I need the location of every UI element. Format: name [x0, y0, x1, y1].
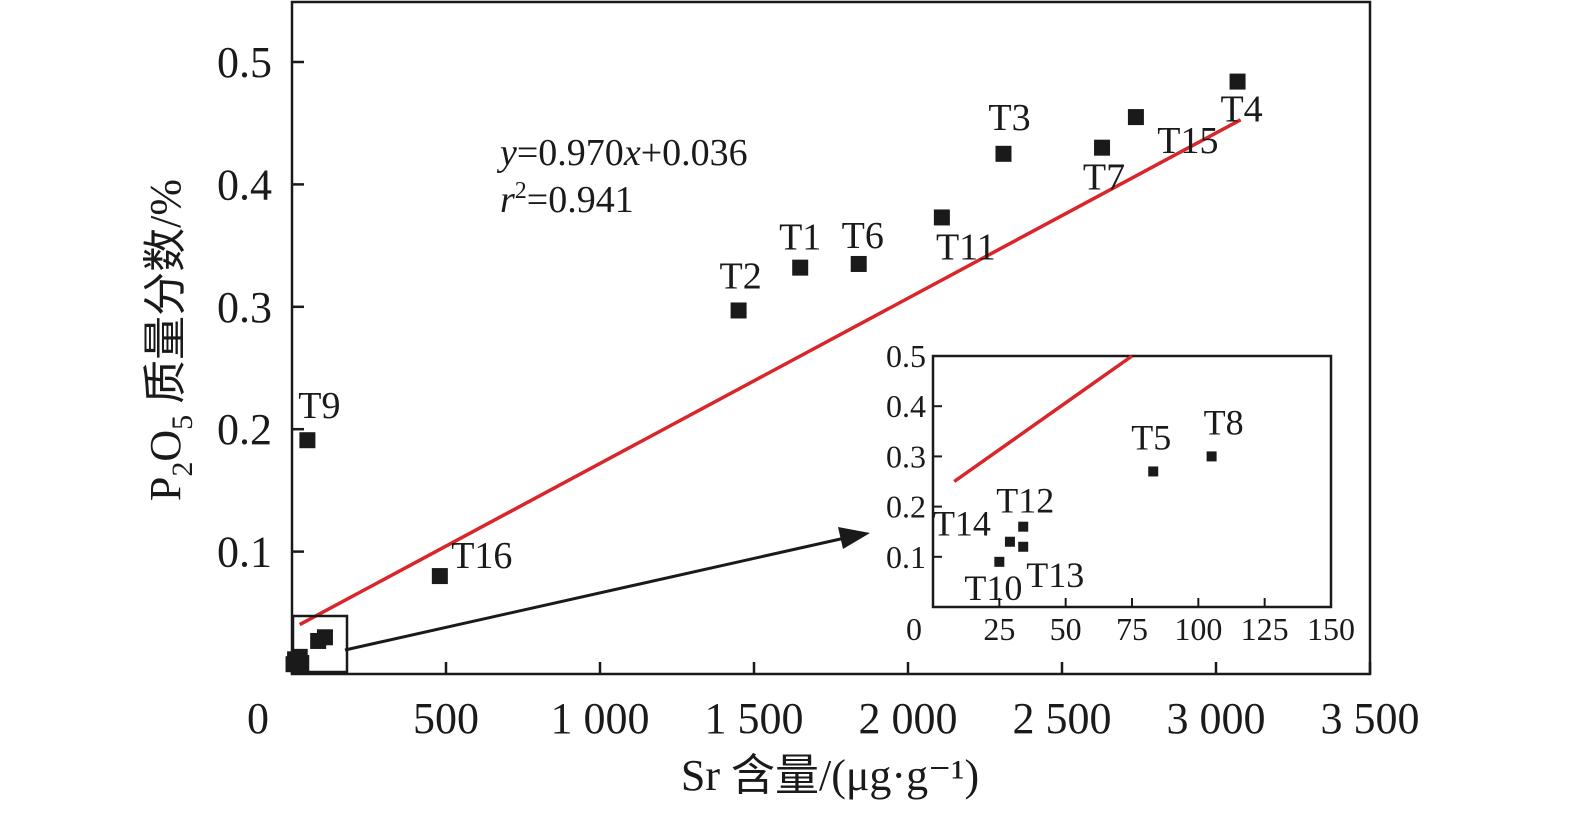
inset-label-t8: T8	[1204, 402, 1244, 442]
inset-regression-line	[953, 354, 1134, 483]
inset-x-tick-label: 25	[983, 611, 1015, 647]
inset-point-t14	[1004, 536, 1015, 547]
inset-label-t12: T12	[996, 481, 1054, 521]
x-axis-title: Sr 含量/(μg·g⁻¹)	[681, 751, 979, 800]
inset-label-t5: T5	[1131, 417, 1171, 457]
data-point-t11	[933, 209, 950, 226]
point-label-t15: T15	[1157, 120, 1218, 162]
zoom-arrow-line	[344, 536, 846, 652]
inset-label-t13: T13	[1026, 555, 1084, 595]
inset-point-t13	[1018, 541, 1029, 552]
data-point-t15	[1127, 109, 1144, 126]
inset-axis-ticks: 0 25 50 75 100 125 150 0.1 0.2 0.3 0.4 0.5	[886, 338, 1355, 647]
point-label-t4: T4	[1220, 89, 1262, 131]
inset-point-t12	[1018, 521, 1029, 532]
inset-data-points: T5 T8 T10 T12 T13 T14	[933, 402, 1244, 607]
inset-x-tick-label: 75	[1116, 611, 1148, 647]
x-tick-label: 1 500	[705, 694, 804, 743]
r-squared: r2=0.941	[500, 178, 634, 221]
data-point-t4	[1229, 73, 1246, 90]
inset-label-t14: T14	[933, 504, 991, 544]
x-tick-label: 2 500	[1013, 694, 1112, 743]
y-tick-label: 0.5	[217, 38, 272, 87]
data-point-t3	[995, 145, 1012, 162]
data-point-t7	[1094, 139, 1111, 156]
point-label-t9: T9	[298, 385, 340, 427]
x-tick-label: 0	[247, 694, 269, 743]
inset-y-tick-label: 0.5	[886, 338, 926, 374]
main-data-points: T1 T2 T3 T4 T6 T7 T9 T11 T15 T16	[285, 73, 1263, 673]
zoom-arrow-head	[838, 527, 870, 549]
point-label-t2: T2	[719, 255, 761, 297]
inset-y-tick-label: 0.1	[886, 539, 926, 575]
cluster-point	[316, 629, 333, 646]
cluster-point	[293, 654, 310, 671]
data-point-t1	[792, 259, 809, 276]
point-label-t3: T3	[988, 97, 1030, 139]
data-point-t6	[850, 255, 867, 272]
inset-x-tick-label: 125	[1241, 611, 1289, 647]
x-tick-label: 3 500	[1321, 694, 1420, 743]
inset-x-tick-label: 50	[1050, 611, 1082, 647]
data-point-t16	[431, 568, 448, 585]
inset-x-tick-label: 100	[1174, 611, 1222, 647]
point-label-t7: T7	[1083, 157, 1125, 199]
main-axis-ticks: 0 500 1 000 1 500 2 000 2 500 3 000 3 5000.10.2…	[217, 38, 1420, 743]
point-label-t11: T11	[936, 226, 996, 268]
inset-x-tick-label: 150	[1307, 611, 1355, 647]
y-tick-label: 0.1	[217, 528, 272, 577]
x-tick-label: 1 000	[551, 694, 650, 743]
inset-point-t5	[1148, 466, 1159, 477]
y-tick-label: 0.2	[217, 405, 272, 454]
x-tick-label: 2 000	[859, 694, 958, 743]
inset-label-t10: T10	[964, 568, 1022, 608]
regression-line	[298, 118, 1242, 627]
inset-point-t8	[1206, 451, 1217, 462]
x-tick-label: 3 000	[1167, 694, 1266, 743]
y-axis-title: P2O5 质量分数/%	[141, 179, 199, 501]
point-label-t16: T16	[451, 535, 512, 577]
main-plot-frame	[290, 0, 1372, 676]
y-tick-label: 0.4	[217, 160, 272, 209]
inset-y-tick-label: 0.2	[886, 489, 926, 525]
zoom-region-box	[291, 614, 349, 674]
point-label-t6: T6	[842, 215, 884, 257]
regression-equation: y=0.970x+0.036	[496, 132, 748, 174]
y-tick-label: 0.3	[217, 283, 272, 332]
inset-x-tick-label: 0	[906, 611, 922, 647]
inset-point-t10	[994, 556, 1005, 567]
inset-y-tick-label: 0.3	[886, 438, 926, 474]
x-tick-label: 500	[413, 694, 479, 743]
data-point-t9	[299, 432, 316, 449]
inset-y-tick-label: 0.4	[886, 388, 926, 424]
data-point-t2	[730, 302, 747, 319]
point-label-t1: T1	[779, 217, 821, 259]
